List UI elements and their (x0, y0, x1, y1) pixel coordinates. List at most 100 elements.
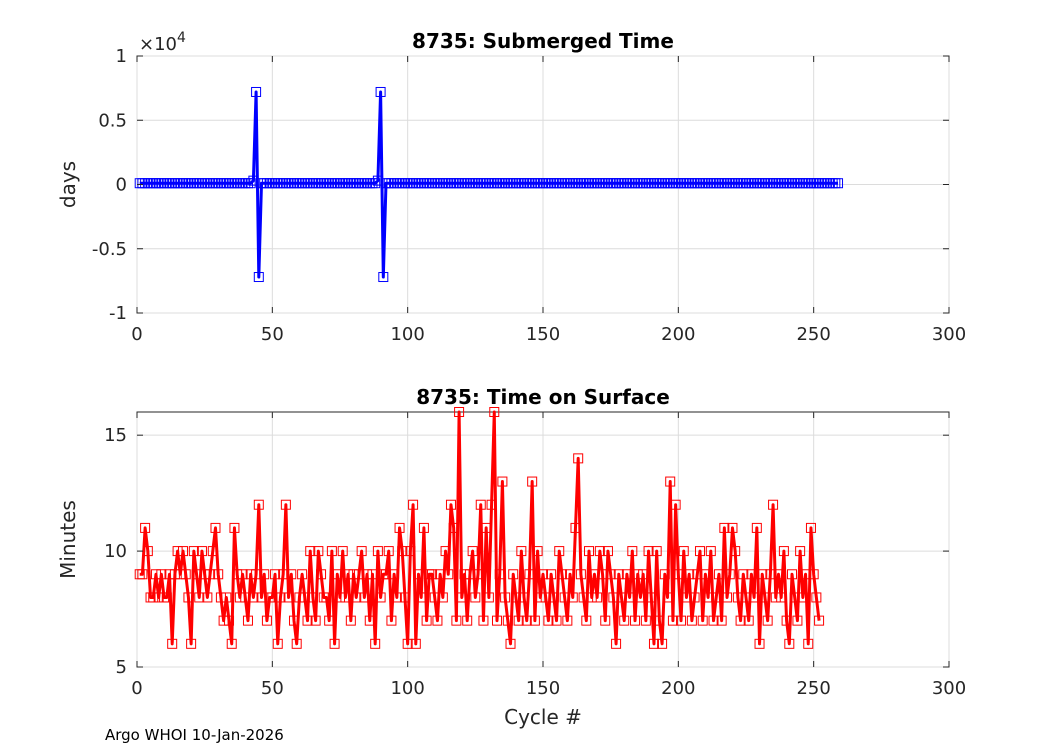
data-point-marker (508, 569, 519, 580)
data-point-marker (199, 569, 210, 580)
data-point-marker (459, 569, 470, 580)
data-point-marker (694, 546, 705, 557)
data-point-marker (713, 569, 724, 580)
data-point-marker (573, 453, 584, 464)
data-point-marker (811, 592, 822, 603)
data-point-marker (394, 522, 405, 533)
data-point-marker (759, 592, 770, 603)
data-point-marker (343, 569, 354, 580)
data-point-marker (261, 615, 272, 626)
submerged-time-ylabel: days (56, 161, 80, 208)
data-point-marker (833, 178, 844, 189)
data-point-marker (546, 569, 557, 580)
data-point-marker (529, 615, 540, 626)
data-point-marker (648, 638, 659, 649)
x-tick-label: 250 (796, 324, 830, 345)
data-point-marker (448, 522, 459, 533)
data-point-marker (630, 615, 641, 626)
data-point-marker (372, 546, 383, 557)
submerged-time-title: 8735: Submerged Time (412, 29, 674, 53)
data-point-marker (659, 569, 670, 580)
data-point-marker (462, 615, 473, 626)
data-point-marker (451, 615, 462, 626)
data-point-marker (167, 638, 178, 649)
data-point-marker (670, 499, 681, 510)
data-point-marker (708, 615, 719, 626)
data-point-marker (248, 175, 259, 186)
data-point-marker (646, 592, 657, 603)
data-point-marker (202, 592, 213, 603)
data-point-marker (703, 592, 714, 603)
data-point-marker (738, 569, 749, 580)
data-point-marker (375, 86, 386, 97)
data-point-marker (332, 569, 343, 580)
data-point-marker (516, 546, 527, 557)
data-point-marker (676, 615, 687, 626)
data-point-marker (619, 615, 630, 626)
data-point-marker (789, 592, 800, 603)
data-point-marker (621, 569, 632, 580)
data-point-marker (481, 522, 492, 533)
data-point-marker (196, 546, 207, 557)
data-point-marker (586, 592, 597, 603)
data-point-marker (240, 592, 251, 603)
data-point-marker (353, 569, 364, 580)
data-point-marker (627, 546, 638, 557)
submerged-time-exponent-label: ×104 (139, 30, 186, 55)
data-point-marker (427, 569, 438, 580)
data-point-marker (684, 569, 695, 580)
data-point-marker (169, 569, 180, 580)
data-point-marker (510, 592, 521, 603)
data-point-marker (378, 272, 389, 283)
data-point-marker (470, 592, 481, 603)
data-point-marker (156, 569, 167, 580)
data-point-marker (727, 522, 738, 533)
x-tick-label: 300 (932, 678, 966, 699)
data-point-marker (722, 592, 733, 603)
time-on-surface-xlabel: Cycle # (504, 705, 582, 729)
data-point-marker (340, 592, 351, 603)
data-point-marker (486, 499, 497, 510)
time-on-surface-ylabel: Minutes (56, 500, 80, 579)
data-point-marker (291, 638, 302, 649)
data-point-marker (800, 569, 811, 580)
data-point-marker (597, 569, 608, 580)
submerged-time-panel: 0 50 100 150 200 250 300 -1 -0.5 0 0.5 1 8735: Subm… (56, 29, 966, 345)
x-tick-label: 0 (131, 678, 142, 699)
data-point-marker (150, 569, 161, 580)
data-point-marker (389, 569, 400, 580)
data-point-marker (456, 592, 467, 603)
data-point-marker (375, 592, 386, 603)
data-point-marker (148, 592, 159, 603)
data-point-marker (581, 615, 592, 626)
data-point-marker (310, 615, 321, 626)
data-point-marker (527, 476, 538, 487)
data-point-marker (605, 569, 616, 580)
data-point-marker (551, 615, 562, 626)
series-line (139, 90, 839, 279)
data-point-marker (570, 522, 581, 533)
data-point-marker (348, 569, 359, 580)
data-point-marker (797, 592, 808, 603)
data-point-marker (280, 499, 291, 510)
data-point-marker (505, 638, 516, 649)
data-point-marker (467, 546, 478, 557)
data-point-marker (305, 546, 316, 557)
data-point-marker (370, 178, 381, 189)
data-point-marker (743, 615, 754, 626)
data-point-marker (697, 615, 708, 626)
data-point-marker (259, 569, 270, 580)
data-point-marker (584, 546, 595, 557)
data-point-marker (602, 546, 613, 557)
data-point-marker (735, 615, 746, 626)
data-point-marker (665, 476, 676, 487)
data-point-marker (524, 569, 535, 580)
data-point-marker (497, 476, 508, 487)
data-point-marker (383, 546, 394, 557)
data-point-marker (345, 615, 356, 626)
data-point-marker (326, 546, 337, 557)
y-tick-label: 0 (116, 175, 127, 196)
data-point-marker (613, 569, 624, 580)
data-point-marker (275, 592, 286, 603)
